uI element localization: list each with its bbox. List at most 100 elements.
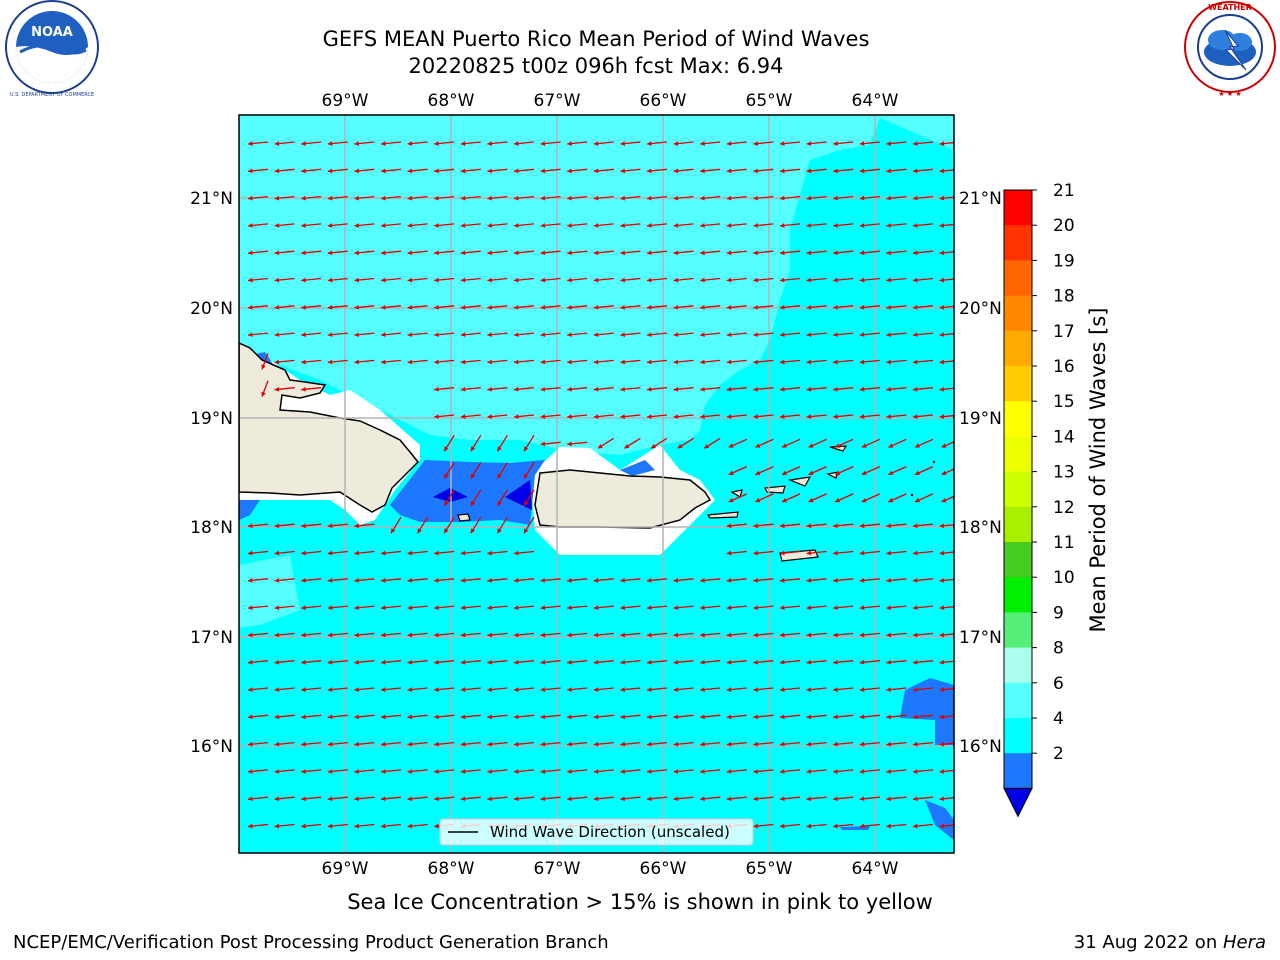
wave-direction-arrowhead (753, 605, 759, 611)
wave-direction-arrowhead (434, 632, 439, 638)
wave-direction-arrowhead (540, 414, 546, 419)
lat-label: 16°N (190, 737, 233, 757)
wave-direction-arrowhead (833, 550, 838, 556)
colorbar-segment (1004, 330, 1032, 367)
wave-direction-arrowhead (407, 714, 413, 720)
wave-direction-arrowhead (248, 304, 253, 310)
lon-labels-bottom: 69°W 68°W 67°W 66°W 65°W 64°W (322, 859, 899, 879)
wave-direction-arrowhead (859, 195, 865, 201)
wave-direction-arrowhead (524, 528, 529, 534)
wave-direction-arrowhead (487, 304, 493, 310)
wave-direction-arrowhead (524, 446, 529, 452)
wave-direction-arrowhead (806, 632, 812, 638)
wave-direction-arrowhead (381, 223, 386, 228)
wave-direction-arrowhead (327, 823, 333, 829)
wave-direction-arrowhead (780, 741, 785, 747)
wave-direction-arrowhead (301, 223, 306, 228)
wave-direction-arrowhead (487, 687, 493, 692)
wave-direction-arrowhead (941, 497, 947, 503)
wave-direction-arrowhead (886, 250, 892, 256)
wave-direction-arrowhead (593, 796, 599, 802)
wave-direction-arrowhead (567, 141, 572, 146)
wave-direction-arrowhead (248, 687, 253, 692)
wave-direction-arrowhead (673, 359, 679, 365)
svg-text:U.S. DEPARTMENT OF COMMERCE: U.S. DEPARTMENT OF COMMERCE (10, 92, 94, 98)
colorbar-tick-label: 18 (1053, 287, 1075, 307)
wave-direction-arrowhead (470, 500, 476, 506)
wave-direction-arrowhead (540, 796, 546, 802)
wave-direction-arrowhead (354, 577, 360, 583)
wave-direction-arrowhead (301, 741, 306, 747)
wave-direction-arrowhead (620, 250, 626, 256)
wave-direction-arrowhead (620, 277, 626, 283)
lat-label: 20°N (959, 299, 1002, 319)
wave-direction-arrowhead (753, 250, 759, 256)
wave-direction-arrowhead (274, 605, 280, 611)
wave-direction-arrowhead (407, 332, 413, 338)
wave-direction-arrowhead (514, 304, 519, 310)
wave-direction-arrowhead (301, 359, 306, 365)
wave-direction-arrowhead (647, 605, 652, 611)
wave-direction-arrowhead (327, 359, 333, 365)
wave-direction-arrowhead (567, 386, 572, 392)
wave-direction-arrowhead (726, 304, 732, 310)
wave-direction-arrowhead (620, 741, 626, 747)
lat-label: 16°N (959, 737, 1002, 757)
wave-direction-arrowhead (301, 769, 306, 774)
wave-direction-arrowhead (381, 823, 386, 829)
wave-direction-arrowhead (620, 659, 626, 665)
wave-direction-arrowhead (381, 550, 386, 556)
island-tortola (787, 476, 812, 487)
wave-direction-arrowhead (434, 304, 439, 310)
wind-wave-direction-arrows (247, 141, 954, 829)
wave-direction-arrowhead (833, 223, 838, 228)
wave-direction-arrowhead (620, 605, 626, 611)
wave-direction-arrowhead (381, 605, 386, 611)
wave-direction-arrowhead (540, 659, 546, 665)
wave-direction-arrowhead (487, 577, 493, 583)
wave-direction-arrowhead (354, 632, 360, 638)
wave-direction-arrowhead (567, 769, 572, 774)
wave-direction-arrowhead (540, 223, 546, 228)
lon-label: 65°W (746, 859, 793, 879)
wave-direction-arrowhead (806, 386, 812, 392)
wave-direction-arrowhead (913, 714, 918, 720)
wave-direction-arrowhead (939, 523, 945, 529)
wave-direction-arrowhead (354, 304, 360, 310)
wave-direction-arrowhead (859, 741, 865, 747)
wave-direction-arrowhead (913, 577, 918, 583)
wave-direction-arrowhead (407, 168, 413, 174)
wave-direction-arrowhead (886, 141, 892, 146)
wave-direction-arrowhead (673, 304, 679, 310)
wave-direction-arrowhead (753, 359, 759, 365)
wave-direction-arrowhead (808, 497, 814, 503)
wave-direction-arrowhead (806, 195, 812, 201)
wave-direction-arrowhead (354, 277, 360, 283)
wave-direction-arrowhead (806, 687, 812, 692)
wave-direction-arrowhead (460, 195, 466, 201)
wave-direction-arrowhead (939, 359, 945, 365)
wave-direction-arrowhead (301, 250, 306, 256)
wave-direction-arrowhead (274, 277, 280, 283)
wave-direction-arrowhead (524, 473, 529, 479)
wave-direction-arrowhead (886, 195, 892, 201)
wave-direction-arrowhead (913, 386, 918, 392)
colorbar-tick-label: 19 (1053, 251, 1075, 271)
wave-direction-arrowhead (540, 277, 546, 283)
wave-direction-arrowhead (700, 168, 705, 174)
wave-direction-arrowhead (755, 470, 761, 476)
colorbar-tick-label: 16 (1053, 357, 1075, 377)
wave-direction-arrowhead (941, 443, 947, 448)
wave-direction-arrowhead (620, 359, 626, 365)
colorbar-segment (1004, 718, 1032, 754)
colorbar-tick-label: 6 (1053, 674, 1064, 694)
wave-direction-arrowhead (460, 386, 466, 392)
wave-direction-arrowhead (327, 223, 333, 228)
wave-direction-arrowhead (407, 359, 413, 365)
colorbar-segment (1004, 401, 1032, 437)
wave-direction-arrowhead (859, 386, 865, 392)
wave-direction-arrowhead (806, 332, 812, 338)
wave-direction-arrowhead (274, 168, 280, 174)
lat-label: 18°N (959, 518, 1002, 538)
wave-direction-arrowhead (806, 359, 812, 365)
